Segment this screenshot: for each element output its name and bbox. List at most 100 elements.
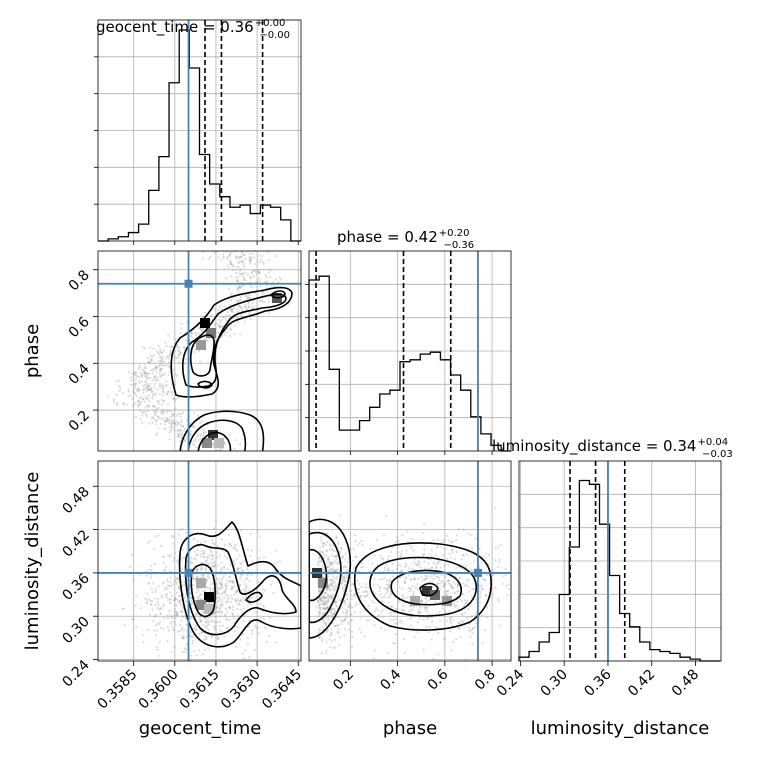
sample-point [265, 640, 269, 643]
sample-point [239, 306, 242, 310]
sample-point [157, 344, 161, 348]
sample-point [134, 382, 137, 385]
sample-point [223, 635, 226, 638]
sample-point [217, 610, 221, 613]
sample-point [117, 379, 120, 382]
sample-point [181, 425, 185, 428]
sample-point [376, 538, 379, 541]
sample-point [200, 567, 203, 570]
sample-point [389, 611, 392, 614]
sample-point [152, 417, 155, 421]
sample-point [322, 568, 326, 571]
sample-point [218, 598, 221, 602]
sample-point [250, 596, 253, 600]
sample-point [220, 586, 224, 589]
sample-point [169, 429, 172, 432]
sample-point [178, 595, 181, 598]
sample-point [243, 278, 246, 281]
sample-point [484, 593, 488, 596]
sample-point [204, 337, 207, 340]
sample-point [428, 599, 431, 602]
sample-point [224, 592, 227, 595]
sample-point [449, 620, 452, 623]
sample-point [201, 567, 204, 570]
sample-point [173, 429, 176, 432]
sample-point [333, 555, 336, 558]
sample-point [238, 272, 242, 276]
sample-point [236, 308, 239, 311]
sample-point [443, 547, 447, 551]
y-tick-label-luminosity-distance: 0.36 [59, 570, 92, 603]
sample-point [407, 567, 411, 570]
sample-point [229, 328, 233, 331]
sample-point [176, 560, 179, 563]
sample-point [191, 634, 194, 637]
sample-point [448, 552, 451, 556]
sample-point [444, 592, 448, 596]
sample-point [217, 637, 220, 641]
sample-point [404, 577, 407, 580]
sample-point [169, 415, 172, 418]
sample-point [174, 598, 177, 601]
sample-point [213, 307, 216, 310]
sample-point [194, 612, 198, 615]
sample-point [272, 591, 275, 595]
sample-point [172, 560, 175, 563]
sample-point [235, 599, 238, 603]
sample-point [227, 288, 231, 291]
sample-point [471, 627, 475, 630]
sample-point [350, 589, 353, 592]
sample-point [371, 562, 374, 565]
sample-point [321, 550, 324, 553]
sample-point [220, 567, 223, 570]
sample-point [417, 577, 420, 581]
sample-point [138, 367, 141, 370]
sample-point [457, 627, 460, 630]
sample-point [176, 429, 179, 432]
sample-point [338, 598, 341, 602]
sample-point [147, 372, 151, 375]
sample-point [206, 563, 210, 566]
sample-point [215, 584, 219, 587]
sample-point [233, 621, 236, 624]
sample-point [331, 640, 334, 643]
sample-point [498, 558, 501, 561]
sample-point [175, 577, 178, 580]
sample-point [164, 419, 168, 423]
sample-point [339, 623, 343, 626]
sample-point [247, 625, 250, 628]
sample-point [395, 608, 398, 611]
sample-point [340, 581, 344, 585]
sample-point [165, 383, 168, 387]
sample-point [330, 570, 333, 573]
sample-point [287, 302, 290, 306]
sample-point [199, 616, 202, 619]
y-tick-label-phase: 0.2 [66, 408, 93, 435]
sample-point [341, 619, 345, 622]
sample-point [470, 615, 473, 618]
sample-point [360, 594, 363, 598]
sample-point [339, 618, 343, 621]
density-cell [214, 438, 224, 448]
sample-point [397, 539, 400, 542]
sample-point [241, 560, 245, 563]
sample-point [381, 578, 384, 581]
sample-point [451, 540, 454, 543]
sample-point [325, 602, 328, 605]
sample-point [226, 626, 229, 629]
sample-point [244, 595, 248, 599]
sample-point [327, 594, 330, 597]
sample-point [235, 316, 239, 319]
sample-point [343, 577, 346, 581]
sample-point [389, 593, 392, 596]
sample-point [321, 544, 324, 547]
sample-point [443, 574, 446, 577]
sample-point [316, 562, 320, 565]
sample-point [168, 421, 171, 424]
sample-point [318, 597, 321, 600]
sample-point [237, 265, 240, 268]
sample-point [229, 260, 232, 263]
sample-point [154, 412, 157, 415]
sample-point [154, 588, 157, 591]
sample-point [158, 402, 161, 405]
